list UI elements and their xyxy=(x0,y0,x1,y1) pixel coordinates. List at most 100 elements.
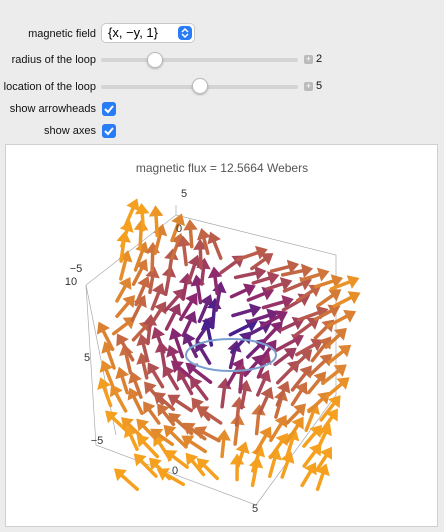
field-arrow xyxy=(315,446,333,472)
field-arrow xyxy=(186,254,202,285)
axis-tick-label: 5 xyxy=(84,352,90,364)
field-arrow xyxy=(327,344,352,364)
field-arrow xyxy=(153,223,168,256)
field-arrow xyxy=(115,366,130,395)
field-arrow xyxy=(237,379,252,410)
field-arrow xyxy=(113,468,139,491)
slider-track[interactable] xyxy=(101,58,298,62)
field-arrow xyxy=(207,266,223,296)
field-arrow xyxy=(306,371,327,395)
field-arrow xyxy=(195,339,212,365)
vector-plot: magnetic flux = 12.5664 Webers 50−5105−5… xyxy=(65,161,361,515)
field-arrow xyxy=(196,457,219,481)
axis-tick-label: 0 xyxy=(176,223,182,235)
field-arrow xyxy=(254,426,272,455)
field-arrow xyxy=(164,303,182,331)
field-arrow xyxy=(101,341,116,370)
field-arrow xyxy=(111,316,136,336)
field-arrow xyxy=(284,416,304,445)
slider-thumb[interactable] xyxy=(147,52,163,68)
field-arrow xyxy=(116,333,135,362)
field-arrow xyxy=(164,449,189,469)
field-arrow xyxy=(151,326,166,354)
checkbox[interactable] xyxy=(102,102,116,116)
field-arrow xyxy=(156,468,185,487)
field-arrow xyxy=(185,452,206,477)
field-arrow xyxy=(133,453,158,478)
field-arrow xyxy=(131,258,149,286)
field-arrow xyxy=(134,276,151,307)
field-arrow xyxy=(130,294,147,322)
field-arrow xyxy=(265,277,293,291)
field-arrow xyxy=(136,333,151,362)
field-arrow xyxy=(324,377,350,399)
field-popup[interactable]: {x, −y, 1} xyxy=(101,23,195,43)
field-arrow xyxy=(179,292,198,322)
field-arrow xyxy=(302,424,323,448)
field-arrow xyxy=(181,310,197,338)
axis-tick-label: 0 xyxy=(172,465,178,477)
field-arrow xyxy=(176,368,194,396)
field-arrow xyxy=(99,360,115,388)
field-arrow xyxy=(121,417,143,438)
field-arrow xyxy=(247,308,279,324)
field-arrow xyxy=(269,414,288,442)
field-arrow xyxy=(268,433,288,460)
field-arrow xyxy=(313,274,344,289)
field-arrow xyxy=(127,387,144,416)
field-arrow xyxy=(262,321,283,343)
control-label: show axes xyxy=(44,125,96,137)
field-arrow xyxy=(136,434,160,459)
field-arrow xyxy=(332,291,361,308)
field-arrow xyxy=(136,352,151,380)
plot-panel: magnetic flux = 12.5664 Webers 5 0 −5 10 5 −5… xyxy=(5,144,438,527)
field-arrow xyxy=(148,205,164,238)
axis-tick-label: −5 xyxy=(70,263,83,275)
field-arrow xyxy=(261,294,294,310)
field-arrow xyxy=(269,259,300,274)
field-arrow xyxy=(150,428,174,447)
control-label: magnetic field xyxy=(28,28,96,40)
field-arrow xyxy=(194,426,221,443)
axis-tick-label: 10 xyxy=(65,276,77,288)
field-arrow xyxy=(299,267,330,282)
field-arrow xyxy=(115,276,132,303)
slider-thumb[interactable] xyxy=(192,78,208,94)
field-arrow xyxy=(318,408,338,435)
field-arrow xyxy=(216,429,231,459)
field-arrow xyxy=(292,317,320,339)
checkbox[interactable] xyxy=(102,124,116,138)
field-arrow xyxy=(290,381,308,407)
field-arrow xyxy=(251,271,280,286)
checkmark xyxy=(104,105,114,114)
field-arrow xyxy=(105,410,128,432)
field-arrow xyxy=(190,376,209,401)
expand-button[interactable]: + xyxy=(304,81,313,91)
field-arrow xyxy=(147,362,165,389)
field-arrow xyxy=(197,294,214,324)
arrows xyxy=(96,198,361,492)
field-arrow xyxy=(212,281,227,312)
popup-stepper xyxy=(178,26,192,40)
field-arrow xyxy=(181,435,207,454)
field-arrow xyxy=(190,274,205,305)
field-arrow xyxy=(109,384,128,413)
field-arrow xyxy=(319,395,341,422)
field-arrow xyxy=(316,289,342,308)
axis-tick-label: −5 xyxy=(91,435,104,447)
field-arrow xyxy=(329,275,360,291)
checkmark xyxy=(104,127,114,136)
field-arrow xyxy=(207,231,223,260)
field-arrow xyxy=(295,338,324,357)
expand-button[interactable]: + xyxy=(304,54,313,64)
field-arrow xyxy=(123,198,140,228)
field-arrow xyxy=(258,386,274,415)
field-arrow xyxy=(235,245,268,262)
field-arrow xyxy=(326,309,357,328)
field-arrow xyxy=(168,327,185,359)
field-arrow xyxy=(315,463,330,492)
field-arrow xyxy=(229,283,256,299)
slider-value: 5 xyxy=(316,80,323,92)
field-arrow xyxy=(250,253,274,271)
